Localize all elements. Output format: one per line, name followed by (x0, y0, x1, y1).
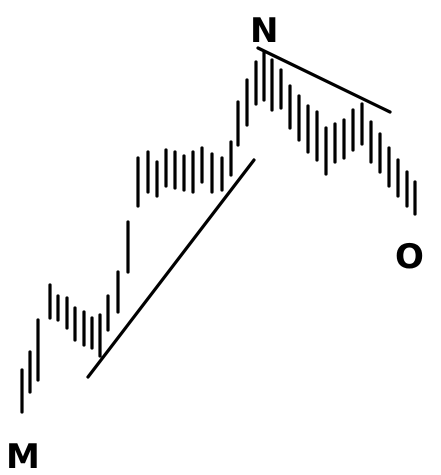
top-trend-line (256, 46, 392, 114)
uptrend-line (86, 158, 256, 379)
label-m: M (6, 437, 40, 475)
price-bars (20, 50, 417, 414)
label-o: O (395, 237, 424, 277)
label-n: N (250, 11, 278, 51)
